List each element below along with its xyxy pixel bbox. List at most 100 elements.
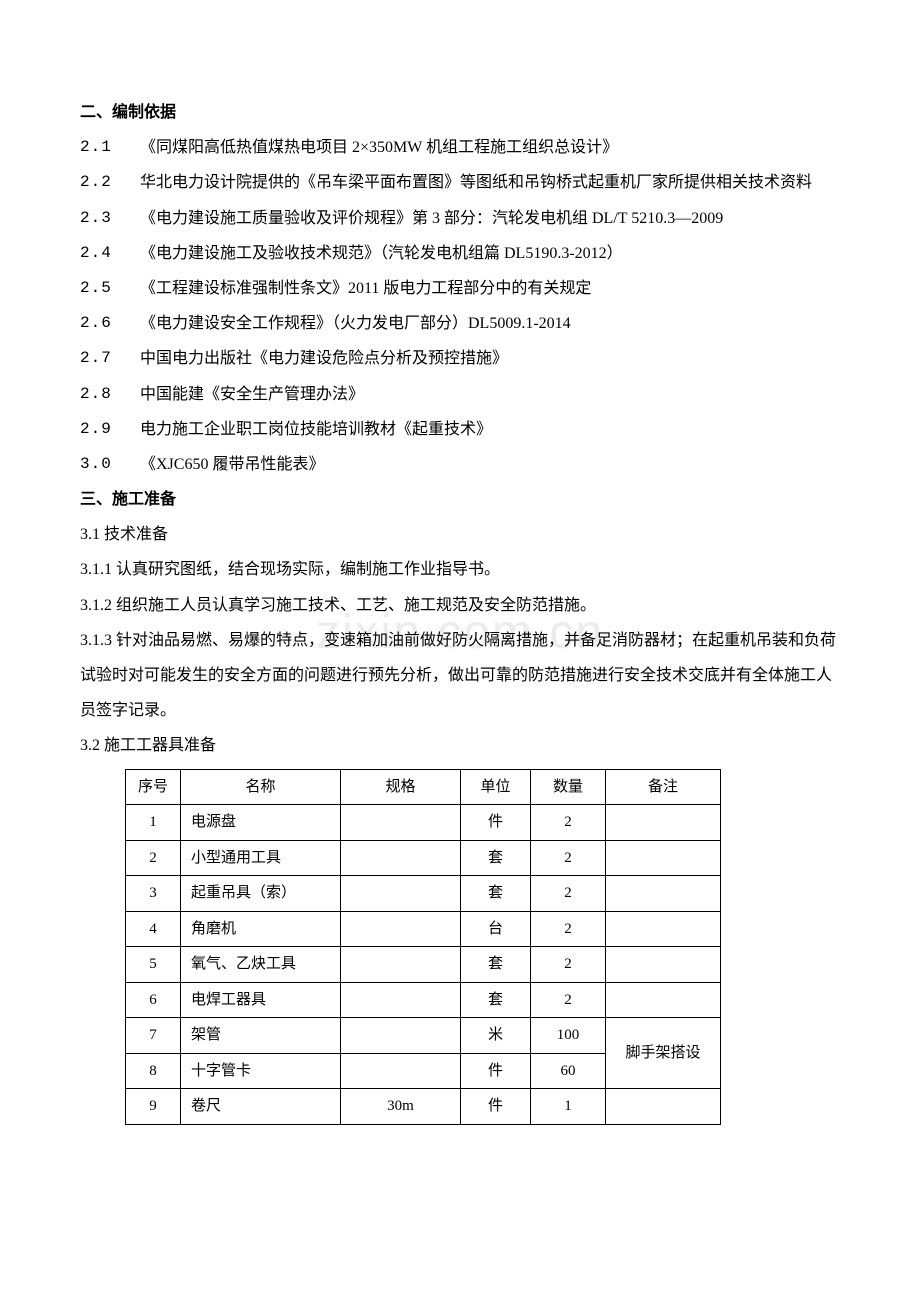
item-text: 《电力建设施工质量验收及评价规程》第 3 部分：汽轮发电机组 DL/T 5210… [140, 201, 840, 236]
td-name: 起重吊具（索） [181, 876, 341, 912]
td-seq: 2 [126, 840, 181, 876]
td-note [606, 947, 721, 983]
item-3-1-1: 3.1.1 认真研究图纸，结合现场实际，编制施工作业指导书。 [80, 552, 840, 587]
table-row: 4 角磨机 台 2 [126, 911, 721, 947]
td-name: 架管 [181, 1018, 341, 1054]
item-3-1-3: 3.1.3 针对油品易燃、易爆的特点，变速箱加油前做好防火隔离措施，并备足消防器… [80, 623, 840, 729]
item-2-2: 2.2 华北电力设计院提供的《吊车梁平面布置图》等图纸和吊钩桥式起重机厂家所提供… [80, 165, 840, 200]
td-note-merged: 脚手架搭设 [606, 1018, 721, 1089]
td-note [606, 982, 721, 1018]
item-num: 3.0 [80, 447, 140, 482]
item-num: 2.2 [80, 165, 140, 200]
td-seq: 6 [126, 982, 181, 1018]
item-text: 《同煤阳高低热值煤热电项目 2×350MW 机组工程施工组织总设计》 [140, 130, 840, 165]
item-3-0: 3.0 《XJC650 履带吊性能表》 [80, 447, 840, 482]
table-row: 9 卷尺 30m 件 1 [126, 1089, 721, 1125]
item-num: 2.4 [80, 236, 140, 271]
th-seq: 序号 [126, 769, 181, 805]
td-qty: 2 [531, 911, 606, 947]
td-seq: 9 [126, 1089, 181, 1125]
td-unit: 台 [461, 911, 531, 947]
td-qty: 60 [531, 1053, 606, 1089]
sub-3-2-title: 3.2 施工工器具准备 [80, 728, 840, 763]
item-2-7: 2.7 中国电力出版社《电力建设危险点分析及预控措施》 [80, 341, 840, 376]
th-spec: 规格 [341, 769, 461, 805]
item-num: 2.5 [80, 271, 140, 306]
td-qty: 2 [531, 805, 606, 841]
td-seq: 3 [126, 876, 181, 912]
th-unit: 单位 [461, 769, 531, 805]
td-spec [341, 982, 461, 1018]
item-2-8: 2.8 中国能建《安全生产管理办法》 [80, 377, 840, 412]
section2-heading: 二、编制依据 [80, 95, 840, 130]
item-text: 《工程建设标准强制性条文》2011 版电力工程部分中的有关规定 [140, 271, 840, 306]
td-note [606, 1089, 721, 1125]
tools-table: 序号 名称 规格 单位 数量 备注 1 电源盘 件 2 2 小型通用工具 套 [125, 769, 721, 1125]
item-num: 2.9 [80, 412, 140, 447]
td-spec [341, 1018, 461, 1054]
item-3-1-2: 3.1.2 组织施工人员认真学习施工技术、工艺、施工规范及安全防范措施。 [80, 588, 840, 623]
td-spec: 30m [341, 1089, 461, 1125]
table-header-row: 序号 名称 规格 单位 数量 备注 [126, 769, 721, 805]
td-seq: 5 [126, 947, 181, 983]
item-num: 2.8 [80, 377, 140, 412]
table-row: 3 起重吊具（索） 套 2 [126, 876, 721, 912]
td-unit: 米 [461, 1018, 531, 1054]
item-text: 华北电力设计院提供的《吊车梁平面布置图》等图纸和吊钩桥式起重机厂家所提供相关技术… [140, 165, 840, 200]
td-spec [341, 911, 461, 947]
item-2-6: 2.6 《电力建设安全工作规程》（火力发电厂部分）DL5009.1-2014 [80, 306, 840, 341]
th-qty: 数量 [531, 769, 606, 805]
td-seq: 1 [126, 805, 181, 841]
td-spec [341, 947, 461, 983]
td-name: 十字管卡 [181, 1053, 341, 1089]
th-note: 备注 [606, 769, 721, 805]
td-seq: 7 [126, 1018, 181, 1054]
td-qty: 100 [531, 1018, 606, 1054]
table-row: 7 架管 米 100 脚手架搭设 [126, 1018, 721, 1054]
table-row: 5 氧气、乙炔工具 套 2 [126, 947, 721, 983]
td-note [606, 876, 721, 912]
td-name: 电源盘 [181, 805, 341, 841]
table-row: 6 电焊工器具 套 2 [126, 982, 721, 1018]
item-text: 中国电力出版社《电力建设危险点分析及预控措施》 [140, 341, 840, 376]
td-spec [341, 876, 461, 912]
td-unit: 套 [461, 840, 531, 876]
item-text: 《电力建设施工及验收技术规范》（汽轮发电机组篇 DL5190.3-2012） [140, 236, 840, 271]
td-unit: 套 [461, 876, 531, 912]
td-unit: 件 [461, 1089, 531, 1125]
td-name: 角磨机 [181, 911, 341, 947]
td-unit: 套 [461, 947, 531, 983]
table-row: 2 小型通用工具 套 2 [126, 840, 721, 876]
sub-3-1-title: 3.1 技术准备 [80, 517, 840, 552]
td-spec [341, 840, 461, 876]
td-qty: 2 [531, 876, 606, 912]
item-2-4: 2.4 《电力建设施工及验收技术规范》（汽轮发电机组篇 DL5190.3-201… [80, 236, 840, 271]
td-unit: 件 [461, 1053, 531, 1089]
item-text: 《电力建设安全工作规程》（火力发电厂部分）DL5009.1-2014 [140, 306, 840, 341]
td-name: 小型通用工具 [181, 840, 341, 876]
td-note [606, 840, 721, 876]
item-2-9: 2.9 电力施工企业职工岗位技能培训教材《起重技术》 [80, 412, 840, 447]
section3-heading: 三、施工准备 [80, 482, 840, 517]
td-name: 卷尺 [181, 1089, 341, 1125]
item-text: 电力施工企业职工岗位技能培训教材《起重技术》 [140, 412, 840, 447]
td-unit: 件 [461, 805, 531, 841]
td-spec [341, 1053, 461, 1089]
item-num: 2.3 [80, 201, 140, 236]
td-spec [341, 805, 461, 841]
td-qty: 2 [531, 982, 606, 1018]
td-seq: 4 [126, 911, 181, 947]
item-2-5: 2.5 《工程建设标准强制性条文》2011 版电力工程部分中的有关规定 [80, 271, 840, 306]
item-num: 2.6 [80, 306, 140, 341]
td-name: 氧气、乙炔工具 [181, 947, 341, 983]
th-name: 名称 [181, 769, 341, 805]
item-text: 中国能建《安全生产管理办法》 [140, 377, 840, 412]
item-num: 2.1 [80, 130, 140, 165]
td-note [606, 911, 721, 947]
table-row: 1 电源盘 件 2 [126, 805, 721, 841]
td-name: 电焊工器具 [181, 982, 341, 1018]
td-qty: 1 [531, 1089, 606, 1125]
item-2-3: 2.3 《电力建设施工质量验收及评价规程》第 3 部分：汽轮发电机组 DL/T … [80, 201, 840, 236]
td-qty: 2 [531, 840, 606, 876]
item-text: 《XJC650 履带吊性能表》 [140, 447, 840, 482]
